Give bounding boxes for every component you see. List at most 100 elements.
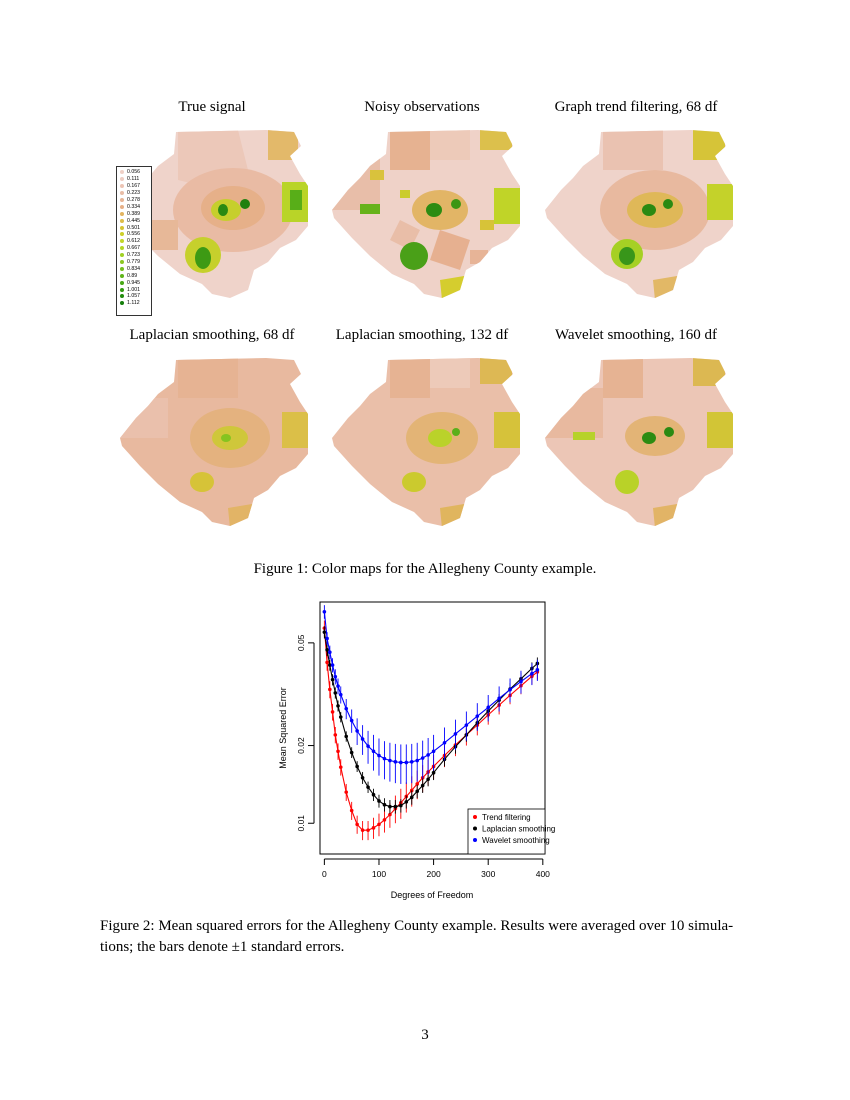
legend-entry: 0.723 <box>117 252 151 259</box>
panel-title-laplacian-132: Laplacian smoothing, 132 df <box>335 327 509 343</box>
trend-filtering-point <box>409 788 414 793</box>
trend-filtering-point <box>330 710 335 714</box>
x-tick-label: 300 <box>481 869 495 879</box>
wavelet-smoothing-point <box>420 756 425 760</box>
laplacian-smoothing-point <box>366 785 370 789</box>
legend-value: 1.112 <box>127 300 140 307</box>
legend-entry: 0.278 <box>117 197 151 204</box>
legend-value: 0.223 <box>127 190 140 197</box>
legend-swatch <box>120 294 124 299</box>
legend-value: 0.445 <box>127 217 140 224</box>
legend-swatch <box>120 232 124 237</box>
chart-legend-marker <box>473 826 477 831</box>
legend-swatch <box>120 184 124 189</box>
x-tick-label: 0 <box>322 869 327 879</box>
laplacian-smoothing-point <box>328 663 332 667</box>
trend-filtering-point <box>377 822 381 827</box>
laplacian-smoothing-point <box>349 750 354 755</box>
laplacian-smoothing-point <box>404 800 409 804</box>
laplacian-smoothing-point <box>420 783 425 788</box>
laplacian-smoothing-point <box>360 776 365 780</box>
plot-frame <box>319 601 546 855</box>
wavelet-smoothing-point <box>377 753 381 758</box>
legend-swatch <box>120 211 124 216</box>
trend-filtering-point <box>366 828 370 832</box>
trend-filtering-point <box>415 782 420 786</box>
wavelet-smoothing-point <box>426 753 430 757</box>
y-tick-label: 0.05 <box>296 634 306 651</box>
laplacian-smoothing-point <box>355 764 359 769</box>
wavelet-smoothing-point <box>453 732 458 736</box>
mse-chart: 0 100 200 300 400 0.01 0.02 0.05 Trend filterin… <box>278 601 555 900</box>
legend-entry: 0.167 <box>117 183 151 190</box>
legend-value: 0.945 <box>127 279 140 286</box>
panel-title-true-signal: True signal <box>178 99 246 115</box>
legend-swatch <box>120 246 124 251</box>
wavelet-smoothing-line <box>323 611 538 764</box>
wavelet-smoothing-point <box>355 729 359 733</box>
laplacian-smoothing-point <box>344 734 349 739</box>
legend-swatch <box>120 198 124 202</box>
legend-swatch <box>120 191 124 196</box>
wavelet-smoothing-point <box>349 718 354 723</box>
trend-filtering-point <box>349 808 354 813</box>
legend-swatch <box>120 273 124 278</box>
legend-value: 0.556 <box>127 231 140 238</box>
color-legend: 0.056 0.111 0.167 0.223 0.278 0.334 0.389 0.445… <box>116 166 152 316</box>
y-tick-label: 0.02 <box>296 737 306 754</box>
trend-filtering-point <box>371 826 376 830</box>
y-axis-label: Mean Squared Error <box>278 687 288 769</box>
wavelet-smoothing-point <box>325 636 329 641</box>
wavelet-smoothing-point <box>338 692 343 697</box>
laplacian-smoothing-point <box>431 770 436 775</box>
wavelet-smoothing-point <box>464 723 469 727</box>
legend-entry: 0.945 <box>117 279 151 286</box>
legend-entry: 0.501 <box>117 224 151 231</box>
legend-value: 0.056 <box>127 169 140 176</box>
laplacian-smoothing-point <box>409 795 414 800</box>
trend-filtering-point <box>355 822 359 827</box>
wavelet-smoothing-point <box>344 706 349 711</box>
trend-filtering-point <box>333 733 338 737</box>
wavelet-smoothing-point <box>486 705 491 710</box>
laplacian-smoothing-point <box>382 802 387 807</box>
trend-filtering-point <box>360 828 365 832</box>
laplacian-smoothing-point <box>426 777 430 782</box>
wavelet-smoothing-point <box>399 760 403 765</box>
wavelet-smoothing-point <box>508 687 512 692</box>
legend-swatch <box>120 177 124 182</box>
legend-swatch <box>120 287 124 292</box>
wavelet-smoothing-point <box>388 758 392 763</box>
legend-swatch <box>120 301 124 306</box>
chart-legend-marker <box>473 838 477 842</box>
wavelet-smoothing-point <box>330 663 335 667</box>
wavelet-smoothing-point <box>328 650 332 655</box>
wavelet-smoothing-point <box>382 756 387 761</box>
legend-value: 0.501 <box>127 224 140 231</box>
map-wavelet-160 <box>545 358 733 526</box>
laplacian-smoothing-point <box>333 691 338 695</box>
wavelet-smoothing-point <box>431 749 436 754</box>
legend-entry: 0.556 <box>117 231 151 238</box>
wavelet-smoothing-point <box>366 744 370 748</box>
wavelet-smoothing-point <box>409 760 414 764</box>
legend-swatch <box>120 266 124 271</box>
chart-legend-label: Wavelet smoothing <box>482 836 550 845</box>
x-tick-label: 400 <box>536 869 550 879</box>
laplacian-smoothing-point <box>399 803 403 808</box>
x-axis-label: Degrees of Freedom <box>391 890 474 900</box>
laplacian-smoothing-point <box>393 804 398 809</box>
legend-value: 0.389 <box>127 210 140 217</box>
wavelet-smoothing-point <box>336 684 340 688</box>
legend-entry: 0.334 <box>117 203 151 210</box>
wavelet-smoothing-point <box>497 696 501 701</box>
wavelet-smoothing-point <box>519 679 523 684</box>
page-number: 3 <box>421 1027 429 1043</box>
chart-legend-box <box>467 808 546 855</box>
laplacian-smoothing-point <box>377 799 381 803</box>
legend-entry: 1.001 <box>117 286 151 293</box>
trend-filtering-point <box>388 812 392 817</box>
chart-legend-label: Laplacian smoothing <box>482 825 555 834</box>
map-laplacian-68 <box>120 358 308 526</box>
figure2-caption-line2: tions; the bars denote ±1 standard error… <box>100 939 345 955</box>
